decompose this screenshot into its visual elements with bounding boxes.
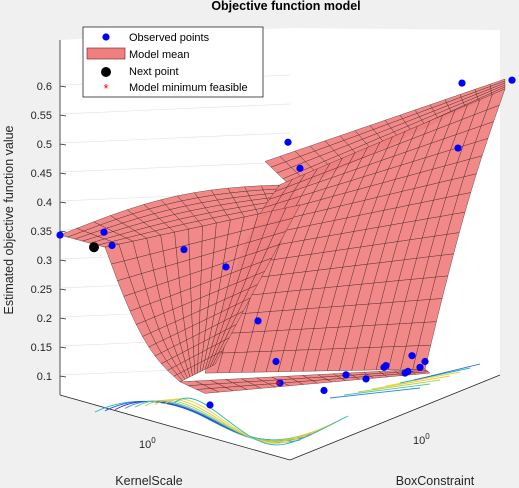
legend-min-feasible-label: Model minimum feasible (129, 82, 248, 94)
z-tick-label: 0.55 (31, 110, 52, 122)
z-gridline (59, 103, 291, 115)
z-tick-mark (59, 114, 67, 117)
legend-model-mean-icon (86, 47, 126, 60)
contour-line (144, 399, 331, 442)
observed-point (458, 79, 466, 87)
observed-point (180, 245, 188, 254)
z-tick-mark (59, 230, 67, 233)
observed-point (296, 164, 304, 172)
legend-asterisk-icon: * (103, 81, 108, 96)
data-markers: * (56, 76, 516, 409)
contour-line (385, 371, 461, 387)
observed-point (404, 367, 412, 375)
contour-line (343, 383, 431, 396)
contour-line (174, 397, 349, 446)
contour-line (413, 363, 481, 381)
model-mean-surface (59, 78, 506, 394)
observed-point (454, 144, 462, 152)
y-axis-label: BoxConstraint (396, 474, 475, 488)
observed-point (342, 371, 350, 379)
legend: Observed points Model mean Next point * … (82, 26, 264, 98)
observed-point (206, 401, 214, 409)
legend-model-mean-label: Model mean (129, 49, 190, 61)
z-tick-label: 0.35 (31, 226, 52, 238)
observed-point (382, 361, 390, 370)
x-axis-line (59, 394, 291, 461)
legend-observed-icon (102, 33, 110, 41)
z-tick-label: 0.5 (37, 139, 52, 151)
z-axis-label: Estimated objective function value (2, 125, 16, 314)
observed-point (254, 317, 262, 325)
x-tick-label: 100 (139, 436, 156, 451)
surface-patch (413, 371, 431, 375)
z-tick-label: 0.45 (31, 168, 52, 180)
z-tick-mark (59, 85, 67, 88)
observed-point (416, 363, 424, 371)
z-tick-labels: 0.1 0.15 0.2 0.25 0.3 0.35 0.4 0.45 0.5 0.55 0.6 (31, 81, 67, 383)
observed-point (100, 228, 108, 236)
observed-point (421, 357, 429, 366)
z-tick-mark (59, 143, 67, 146)
z-tick-label: 0.25 (31, 284, 52, 296)
observed-point (284, 138, 292, 146)
legend-next-point-icon (101, 67, 111, 77)
z-tick-mark (59, 172, 67, 175)
chart-title: Objective function model (211, 0, 360, 13)
observed-point (56, 231, 64, 239)
contour-line (164, 398, 343, 444)
legend-next-point-label: Next point (129, 66, 179, 78)
z-tick-mark (59, 259, 67, 262)
z-tick-mark (59, 288, 67, 291)
z-tick-label: 0.2 (37, 313, 52, 325)
z-tick-mark (59, 375, 67, 378)
y-axis-line (289, 374, 501, 461)
x-axis-label: KernelScale (115, 474, 182, 488)
contour-line (371, 375, 451, 390)
surface-patch (212, 350, 223, 366)
min-feasible-point: * (275, 378, 280, 393)
contour-line (399, 367, 471, 384)
observed-point (222, 263, 230, 271)
next-point (89, 242, 99, 253)
observed-point (408, 352, 416, 360)
z-tick-mark (59, 346, 67, 349)
z-tick-mark (59, 317, 67, 320)
z-gridline (59, 132, 291, 144)
observed-point (276, 379, 284, 387)
contour-line (329, 387, 421, 399)
z-tick-label: 0.1 (37, 371, 52, 383)
z-tick-label: 0.3 (37, 255, 52, 267)
legend-observed-label: Observed points (129, 32, 210, 44)
y-tick-label: 100 (413, 432, 430, 447)
z-tick-mark (59, 201, 67, 204)
observed-point (508, 76, 516, 84)
observed-point (272, 357, 280, 366)
z-gridline (59, 161, 291, 173)
contour-line (357, 379, 441, 393)
observed-point (320, 386, 328, 395)
observed-point (108, 241, 116, 250)
z-tick-label: 0.6 (37, 81, 52, 93)
contour-lines (94, 363, 481, 446)
observed-point (362, 375, 370, 383)
legend-box (82, 26, 264, 98)
z-tick-label: 0.4 (37, 197, 52, 209)
z-tick-label: 0.15 (31, 342, 52, 354)
